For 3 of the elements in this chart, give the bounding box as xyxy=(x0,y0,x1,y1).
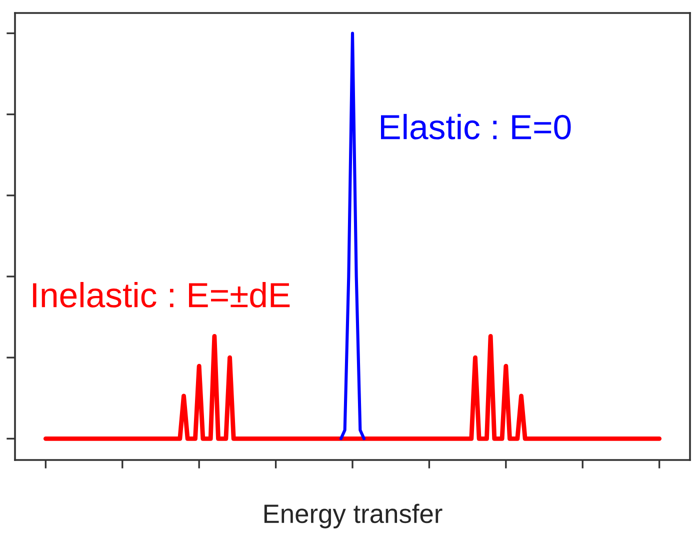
series-label: Elastic : E=0 xyxy=(381,114,571,140)
x-axis-title: Energy transfer xyxy=(264,504,442,528)
series-label: Inelastic : E=±dE xyxy=(33,282,290,308)
